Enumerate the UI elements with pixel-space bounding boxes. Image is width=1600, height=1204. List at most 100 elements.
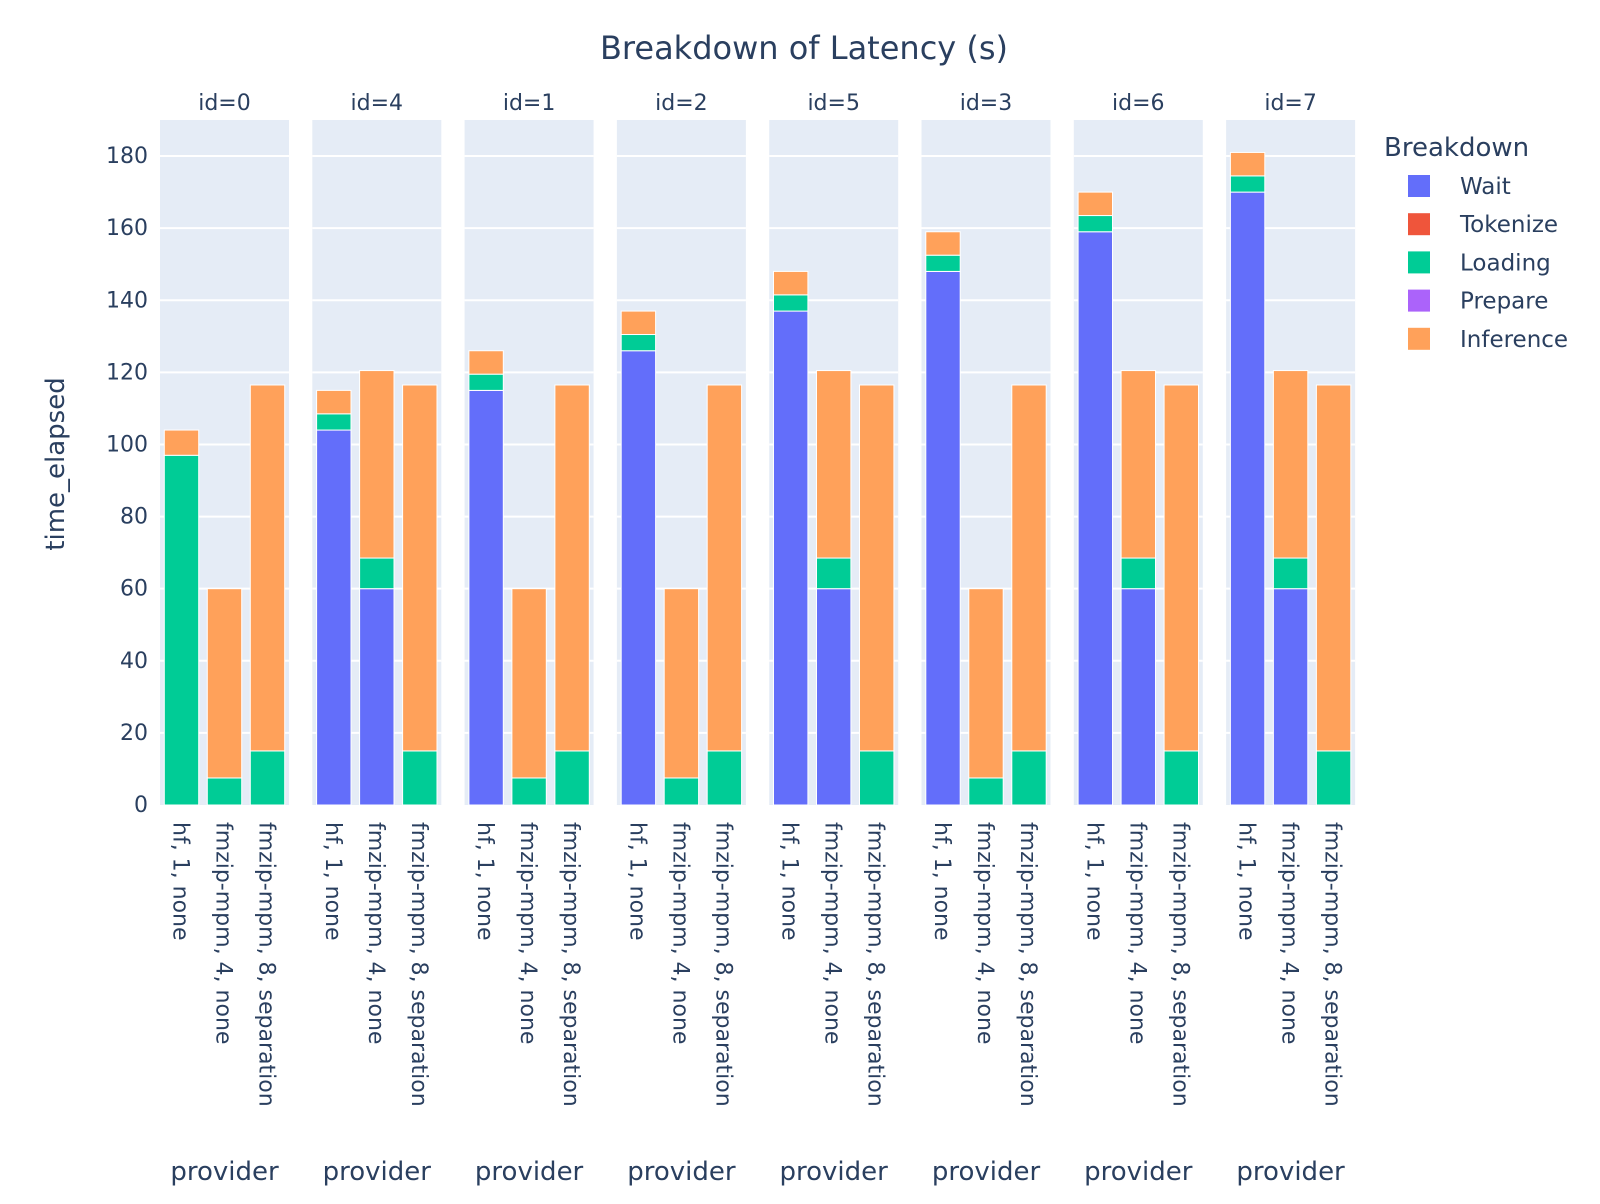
bar-segment-inference [859,384,895,752]
facet-panel: id=2 hf, 1, none fmzip-mpm, 4, none fmzip-m… [616,91,746,1187]
bar-segment-wait [468,389,504,806]
x-tick-label: fmzip-mpm, 4, none [972,822,997,1044]
y-tick-label: 20 [120,721,148,746]
bar-segment-inference [1315,384,1352,752]
y-tick-label: 180 [106,144,148,169]
x-tick-label: hf, 1, none [1081,822,1106,941]
legend-swatch[interactable] [1408,175,1430,197]
legend-swatch[interactable] [1408,327,1430,350]
bar-segment-wait [316,429,352,806]
bar-segment-inference [359,370,395,559]
chart-title: Breakdown of Latency (s) [600,29,1008,67]
x-tick-label: fmzip-mpm, 8, separation [1320,822,1345,1107]
bar-segment-inference [816,370,852,559]
bar-segment-wait [1120,588,1156,806]
bar-segment-inference [554,384,590,752]
legend-label[interactable]: Inference [1460,327,1568,353]
bar-segment-inference [663,588,700,779]
bar-segment-inference [402,384,438,752]
legend-swatch[interactable] [1408,213,1430,236]
bar-segment-wait [1229,191,1266,806]
x-tick-label: fmzip-mpm, 4, none [363,822,388,1044]
bar-segment-inference [773,270,809,296]
bar-segment-loading [402,750,438,806]
facet-panel: id=3 hf, 1, none fmzip-mpm, 4, none fmzip-m… [921,91,1051,1187]
bar-segment-loading [1120,557,1156,590]
x-axis-title: provider [932,1157,1041,1187]
x-tick-label: hf, 1, none [1234,822,1259,941]
bar-segment-wait [925,270,961,806]
bar-segment-inference [1163,384,1199,752]
y-tick-label: 140 [106,288,148,313]
legend-label[interactable]: Prepare [1460,289,1548,315]
x-tick-label: fmzip-mpm, 8, separation [1015,822,1040,1107]
bar-segment-wait [1077,231,1113,806]
x-tick-label: fmzip-mpm, 4, none [1277,822,1302,1044]
y-tick-label: 0 [134,793,148,818]
bar-segment-loading [1011,750,1047,806]
legend-label[interactable]: Tokenize [1459,212,1558,238]
bar-segment-wait [816,588,852,806]
bar-segment-loading [1229,175,1266,193]
facet-label: id=5 [807,91,860,116]
bar-segment-inference [316,389,352,415]
y-axis-title: time_elapsed [41,377,71,550]
bar-segment-loading [663,777,700,806]
legend-swatch[interactable] [1408,251,1430,274]
facet-panel: id=4 hf, 1, none fmzip-mpm, 4, none fmzip-m… [312,91,442,1187]
x-axis-title: provider [1236,1157,1345,1187]
bar-segment-wait [620,350,657,806]
bar-segment-inference [925,231,961,256]
x-tick-label: hf, 1, none [320,822,345,941]
facet-label: id=6 [1112,91,1165,116]
legend-label[interactable]: Wait [1460,174,1511,200]
bar-segment-loading [511,777,547,806]
x-axis-title: provider [780,1157,889,1187]
bar-segment-loading [968,777,1004,806]
facet-panel: id=5 hf, 1, none fmzip-mpm, 4, none fmzip-m… [769,91,899,1187]
bar-segment-wait [773,310,809,806]
bar-segment-inference [468,350,504,375]
bar-segment-inference [511,588,547,779]
bar-segment-loading [1077,215,1113,233]
x-tick-label: fmzip-mpm, 8, separation [558,822,583,1107]
facet-panel: id=6 hf, 1, none fmzip-mpm, 4, none fmzip-m… [1073,91,1203,1187]
facet-label: id=2 [655,91,708,116]
y-tick-label: 100 [106,432,148,457]
x-axis-title: provider [323,1157,432,1187]
x-tick-label: hf, 1, none [624,822,649,941]
bar-segment-loading [1272,557,1309,590]
x-tick-label: fmzip-mpm, 4, none [1124,822,1149,1044]
x-tick-label: fmzip-mpm, 8, separation [710,822,735,1107]
facet-label: id=7 [1264,91,1317,116]
facet-panel: id=1 hf, 1, none fmzip-mpm, 4, none fmzip-m… [464,91,594,1187]
bar-segment-loading [773,294,809,312]
bar-segment-loading [706,750,743,806]
x-tick-label: fmzip-mpm, 8, separation [406,822,431,1107]
y-tick-label: 80 [120,505,148,530]
bar-segment-loading [1163,750,1199,806]
bar-segment-inference [1011,384,1047,752]
x-tick-label: hf, 1, none [929,822,954,941]
bar-segment-inference [620,310,657,336]
legend-swatch[interactable] [1408,289,1430,312]
x-tick-label: fmzip-mpm, 4, none [515,822,540,1044]
bar-segment-wait [359,588,395,806]
x-tick-label: fmzip-mpm, 4, none [820,822,845,1044]
y-tick-label: 160 [106,216,148,241]
facet-panel: id=0 hf, 1, none fmzip-mpm, 4, none fmzip-m… [160,91,289,1187]
legend-title: Breakdown [1384,133,1529,163]
facet-label: id=1 [503,91,556,116]
y-tick-label: 60 [120,577,148,602]
legend-label[interactable]: Loading [1460,250,1551,276]
y-axis: 0 20 40 60 80 100 120 140 160 180 [106,144,148,818]
bar-segment-inference [206,588,243,779]
x-axis-title: provider [627,1157,736,1187]
bar-segment-loading [359,557,395,590]
bar-segment-loading [816,557,852,590]
bar-segment-loading [206,777,243,806]
y-tick-label: 40 [120,649,148,674]
x-tick-label: fmzip-mpm, 8, separation [863,822,888,1107]
bar-segment-loading [620,334,657,352]
